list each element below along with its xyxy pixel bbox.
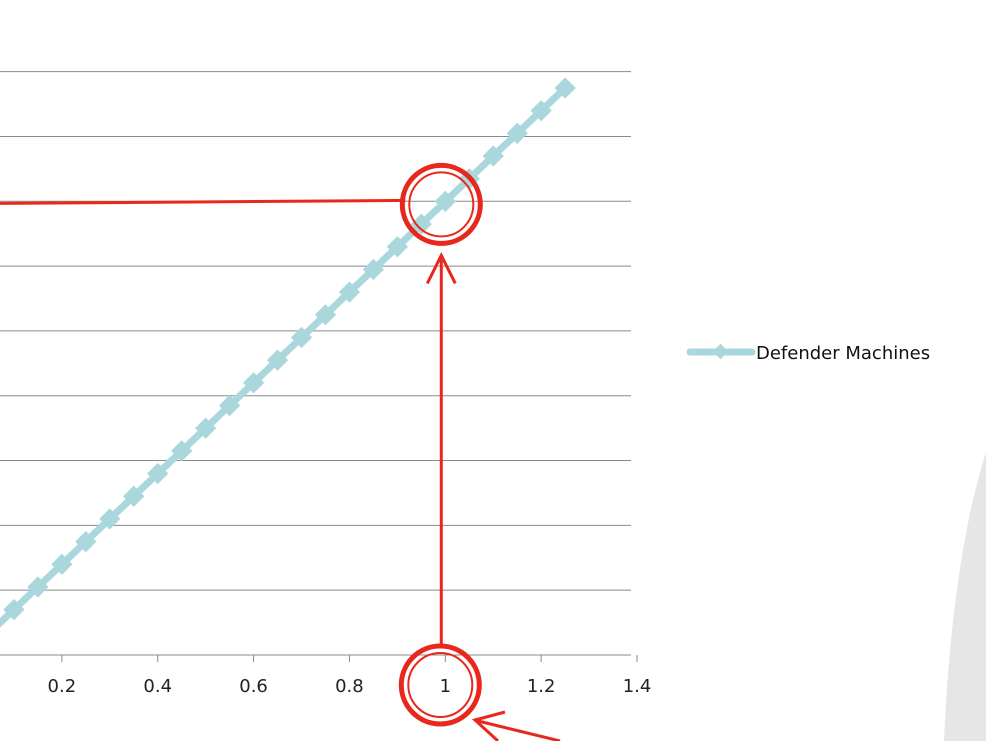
series-line bbox=[0, 84, 569, 628]
x-tick-label: 0.2 bbox=[48, 676, 77, 697]
legend-label: Defender Machines bbox=[756, 343, 930, 364]
legend: Defender Machines bbox=[686, 343, 930, 364]
data-point-marker bbox=[554, 77, 576, 99]
x-tick-label: 0.4 bbox=[143, 676, 172, 697]
data-point-marker bbox=[123, 485, 145, 507]
annotation-arrowhead-up bbox=[425, 252, 457, 285]
annotations bbox=[0, 162, 561, 741]
x-tick-label: 1.2 bbox=[527, 676, 556, 697]
x-tick-label: 0.6 bbox=[239, 676, 268, 697]
series-defender-machines bbox=[0, 77, 576, 643]
background-decoration bbox=[944, 452, 986, 741]
annotation-circle-tick-inner bbox=[407, 652, 474, 718]
x-tick-label: 0.8 bbox=[335, 676, 364, 697]
annotation-circle-point-inner bbox=[408, 171, 475, 238]
x-axis: 0.2 0.4 0.6 0.8 1 1.2 1.4 bbox=[0, 654, 652, 697]
data-point-marker bbox=[27, 576, 49, 598]
data-point-marker bbox=[75, 530, 97, 553]
annotation-circle-tick bbox=[398, 643, 482, 727]
data-point-marker bbox=[3, 599, 25, 621]
x-tick-label: 1.4 bbox=[623, 676, 652, 697]
annotation-arrowhead-diagonal bbox=[471, 710, 506, 741]
annotation-diagonal-arrow bbox=[477, 719, 561, 741]
data-point-marker bbox=[51, 553, 73, 575]
data-point-marker bbox=[530, 100, 552, 122]
x-tick-label: 1 bbox=[440, 676, 451, 697]
annotation-horizontal-line bbox=[0, 198, 406, 205]
annotation-circle-point bbox=[399, 162, 483, 246]
legend-swatch-marker bbox=[712, 343, 729, 360]
gridlines bbox=[0, 71, 631, 591]
